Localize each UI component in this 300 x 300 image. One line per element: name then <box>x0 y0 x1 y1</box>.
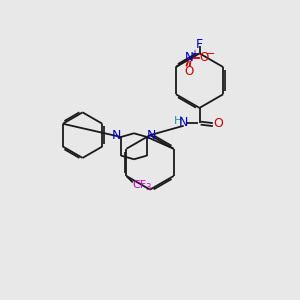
Text: H: H <box>174 116 182 126</box>
Text: O: O <box>213 118 223 130</box>
Text: −: − <box>206 49 215 59</box>
Text: N: N <box>184 51 193 64</box>
Text: 3: 3 <box>145 183 151 192</box>
Text: CF: CF <box>132 180 146 190</box>
Text: F: F <box>196 38 203 51</box>
Text: O: O <box>200 51 209 64</box>
Text: N: N <box>179 116 188 129</box>
Text: N: N <box>147 129 156 142</box>
Text: N: N <box>112 129 121 142</box>
Text: O: O <box>185 65 194 79</box>
Text: +: + <box>190 50 198 59</box>
